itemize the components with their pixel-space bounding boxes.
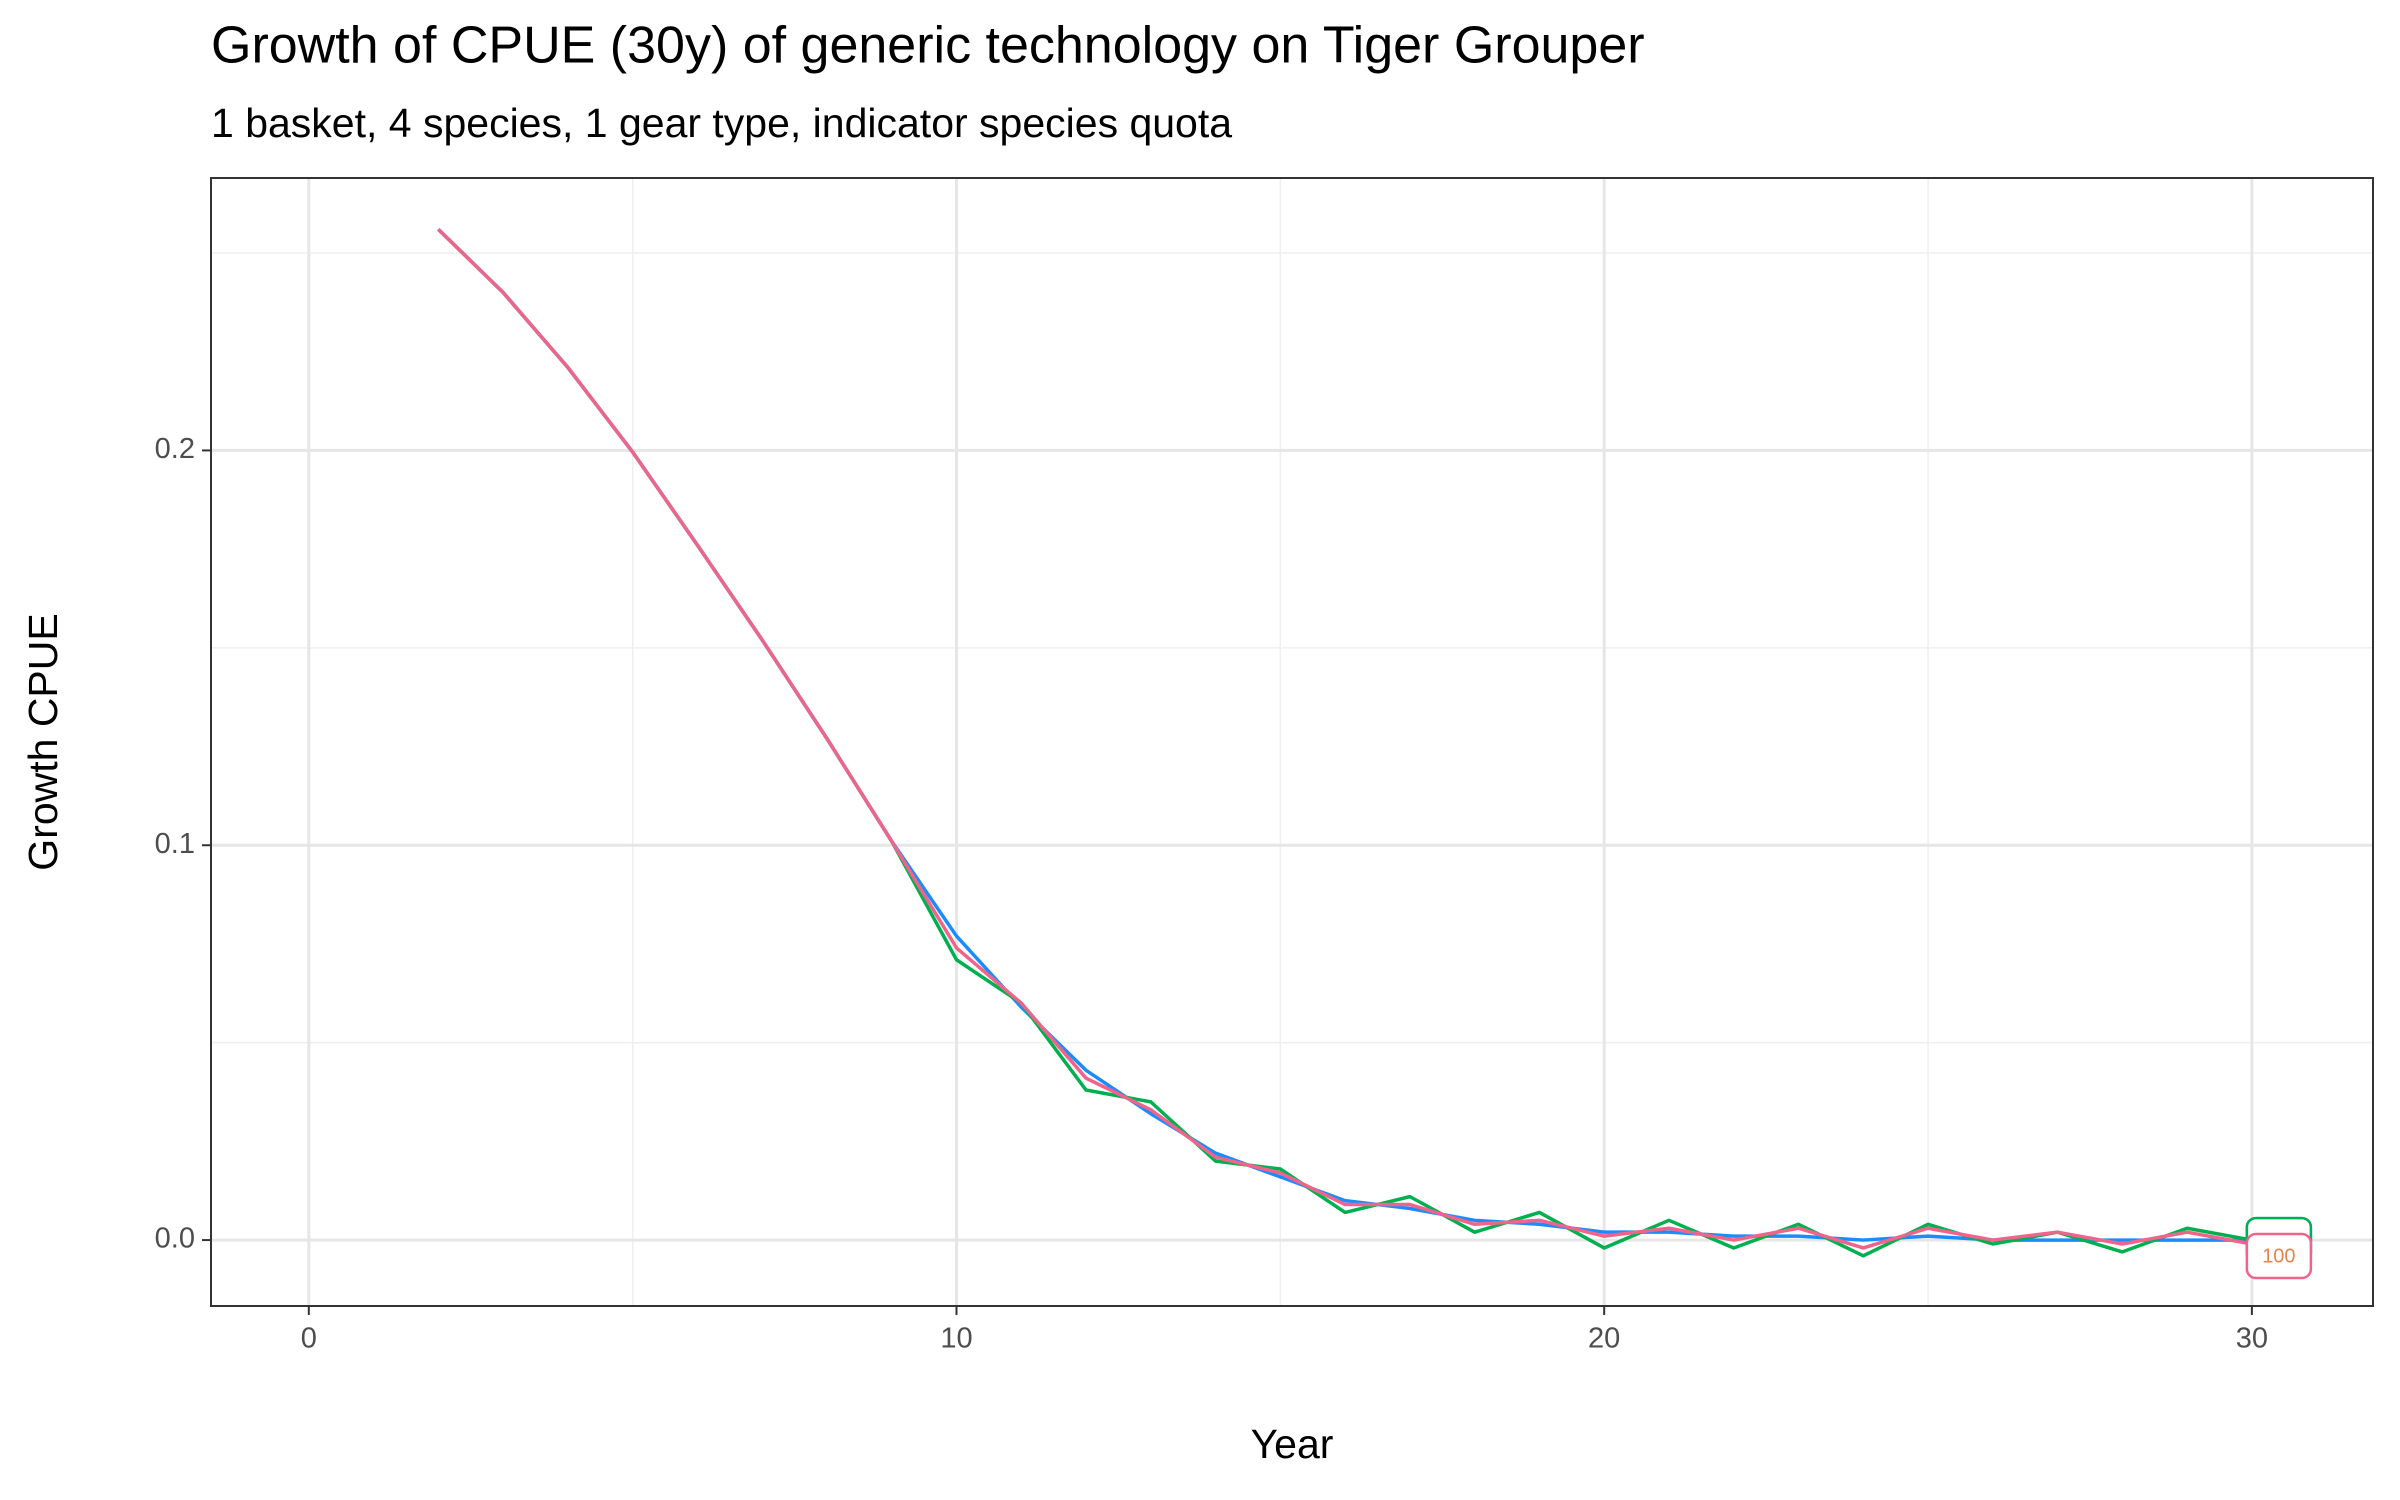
x-tick-label: 30 xyxy=(2236,1323,2268,1355)
y-axis-title: Growth CPUE xyxy=(20,613,66,870)
chart-title: Growth of CPUE (30y) of generic technolo… xyxy=(211,17,1645,75)
series-line xyxy=(437,228,2253,1258)
y-tick-label: 0.2 xyxy=(155,433,195,465)
x-tick-label: 0 xyxy=(301,1323,317,1355)
chart-subtitle: 1 basket, 4 species, 1 gear type, indica… xyxy=(211,100,1232,146)
x-tick-label: 10 xyxy=(940,1323,972,1355)
x-tick-label: 20 xyxy=(1588,1323,1620,1355)
x-axis-title: Year xyxy=(1251,1421,1334,1467)
y-tick-label: 0.1 xyxy=(155,828,195,860)
end-label-box xyxy=(2245,1232,2313,1280)
end-label: 100 xyxy=(2262,1245,2295,1267)
series-line xyxy=(437,228,2252,1242)
y-tick-label: 0.0 xyxy=(155,1223,195,1255)
series-line xyxy=(437,228,2253,1250)
panel-border xyxy=(210,177,2374,1307)
